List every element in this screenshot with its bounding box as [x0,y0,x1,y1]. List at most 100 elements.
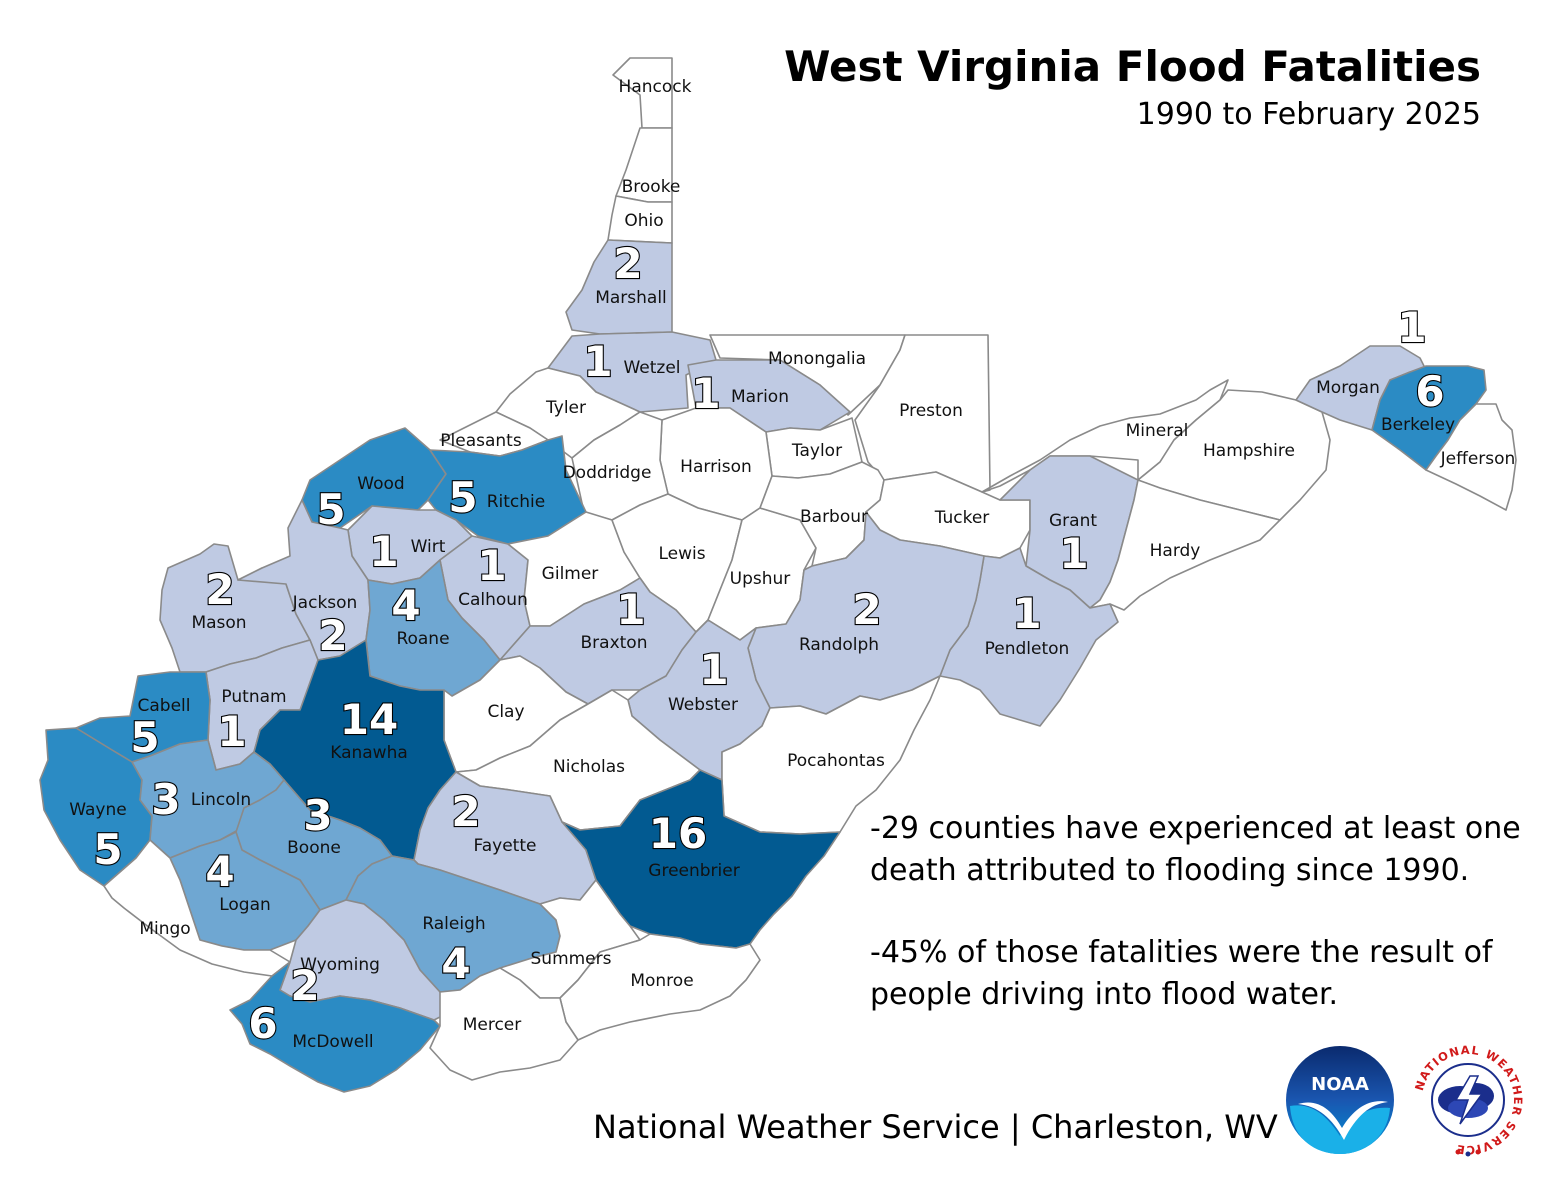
county-name-wirt: Wirt [411,537,446,557]
fatality-count-wetzel: 1 [583,337,612,386]
fatality-count-marshall: 2 [613,239,642,288]
county-mingo [103,839,291,977]
fatality-count-cabell: 5 [130,713,159,762]
county-name-braxton: Braxton [581,633,648,653]
fatality-count-morgan: 1 [1397,303,1426,352]
fatality-count-wood: 5 [316,485,345,534]
county-name-mineral: Mineral [1126,421,1189,441]
fatality-count-ritchie: 5 [448,473,477,522]
county-name-lewis: Lewis [658,544,705,564]
fatality-count-mason: 2 [205,565,234,614]
county-name-berkeley: Berkeley [1381,415,1455,435]
county-name-marshall: Marshall [595,288,667,308]
note-driving: -45% of those fatalities were the result… [870,935,1493,1012]
fatality-count-wayne: 5 [93,825,122,874]
fatality-count-boone: 3 [303,791,332,840]
county-name-grant: Grant [1049,511,1097,531]
fatality-count-fayette: 2 [451,787,480,836]
fatality-count-wirt: 1 [369,527,398,576]
fatality-count-webster: 1 [699,645,728,694]
county-labels: Hancock Brooke Ohio Marshall Wetzel Monongali… [69,77,1515,1052]
county-name-raleigh: Raleigh [422,914,485,934]
county-name-wyoming: Wyoming [300,955,380,975]
county-mercer [429,967,579,1081]
county-name-hampshire: Hampshire [1203,441,1295,461]
notes-block: -29 counties have experienced at least o… [870,808,1550,1056]
fatality-count-braxton: 1 [616,585,645,634]
county-mcdowell [229,961,441,1093]
county-name-mason: Mason [191,613,246,633]
map-subtitle: 1990 to February 2025 [1136,97,1481,132]
map-title: West Virginia Flood Fatalities [784,42,1481,91]
county-name-preston: Preston [899,401,963,421]
county-name-barbour: Barbour [800,507,868,527]
county-jackson [237,499,371,661]
fatality-count-randolph: 2 [852,585,881,634]
county-name-tucker: Tucker [934,508,990,528]
county-name-mcdowell: McDowell [292,1032,373,1052]
fatality-count-kanawha: 14 [340,695,398,744]
county-name-mingo: Mingo [139,919,190,939]
noaa-logo-text: NOAA [1311,1074,1369,1095]
county-name-roane: Roane [396,629,449,649]
title-block: West Virginia Flood Fatalities 1990 to F… [784,42,1481,132]
fatality-count-grant: 1 [1059,529,1088,578]
county-name-pleasants: Pleasants [440,431,522,451]
county-name-nicholas: Nicholas [553,757,625,777]
county-name-greenbrier: Greenbrier [648,861,739,881]
fatality-count-marion: 1 [691,369,720,418]
county-name-putnam: Putnam [221,687,286,707]
county-name-summers: Summers [531,949,612,969]
county-name-pocahontas: Pocahontas [787,751,885,771]
county-marshall [565,239,673,335]
fatality-count-lincoln: 3 [151,775,180,824]
county-name-marion: Marion [731,387,789,407]
county-name-webster: Webster [668,695,738,715]
county-name-wetzel: Wetzel [623,358,680,378]
county-name-randolph: Randolph [799,635,879,655]
county-name-hancock: Hancock [619,77,692,97]
county-name-upshur: Upshur [730,569,791,589]
county-name-brooke: Brooke [622,177,681,197]
county-name-monongalia: Monongalia [768,349,866,369]
county-name-lincoln: Lincoln [191,790,251,810]
county-name-hardy: Hardy [1150,541,1201,561]
county-name-gilmer: Gilmer [542,564,599,584]
county-name-morgan: Morgan [1316,378,1380,398]
county-name-wayne: Wayne [69,800,126,820]
county-greenbrier [561,769,841,949]
county-name-logan: Logan [219,895,271,915]
fatality-count-greenbrier: 16 [649,809,707,858]
nws-logo: NATIONAL WEATHER SERVICE [1410,1042,1526,1158]
county-name-ohio: Ohio [624,211,663,231]
fatality-count-raleigh: 4 [441,939,470,988]
note-counties: -29 counties have experienced at least o… [870,811,1521,888]
county-name-ritchie: Ritchie [487,492,546,512]
footer-credit: National Weather Service | Charleston, W… [593,1108,1278,1146]
fatality-count-logan: 4 [205,847,234,896]
fatality-count-putnam: 1 [217,707,246,756]
county-name-tyler: Tyler [545,398,586,418]
fatality-count-roane: 4 [391,581,420,630]
county-name-taylor: Taylor [791,441,842,461]
county-name-pendleton: Pendleton [985,639,1070,659]
county-name-fayette: Fayette [474,836,537,856]
county-hardy [1089,479,1281,611]
county-name-jefferson: Jefferson [1440,449,1516,469]
fatality-count-mcdowell: 6 [248,999,277,1048]
noaa-logo: NOAA [1286,1046,1394,1154]
county-shapes [39,57,1517,1093]
county-name-harrison: Harrison [680,457,752,477]
county-name-kanawha: Kanawha [330,743,408,763]
county-jefferson [1425,403,1517,511]
county-name-jackson: Jackson [292,593,358,613]
fatality-count-calhoun: 1 [477,541,506,590]
county-name-boone: Boone [287,838,341,858]
fatality-count-pendleton: 1 [1012,589,1041,638]
county-name-cabell: Cabell [138,696,191,716]
county-name-clay: Clay [487,702,524,722]
fatality-count-wyoming: 2 [290,961,319,1010]
county-name-doddridge: Doddridge [563,463,652,483]
